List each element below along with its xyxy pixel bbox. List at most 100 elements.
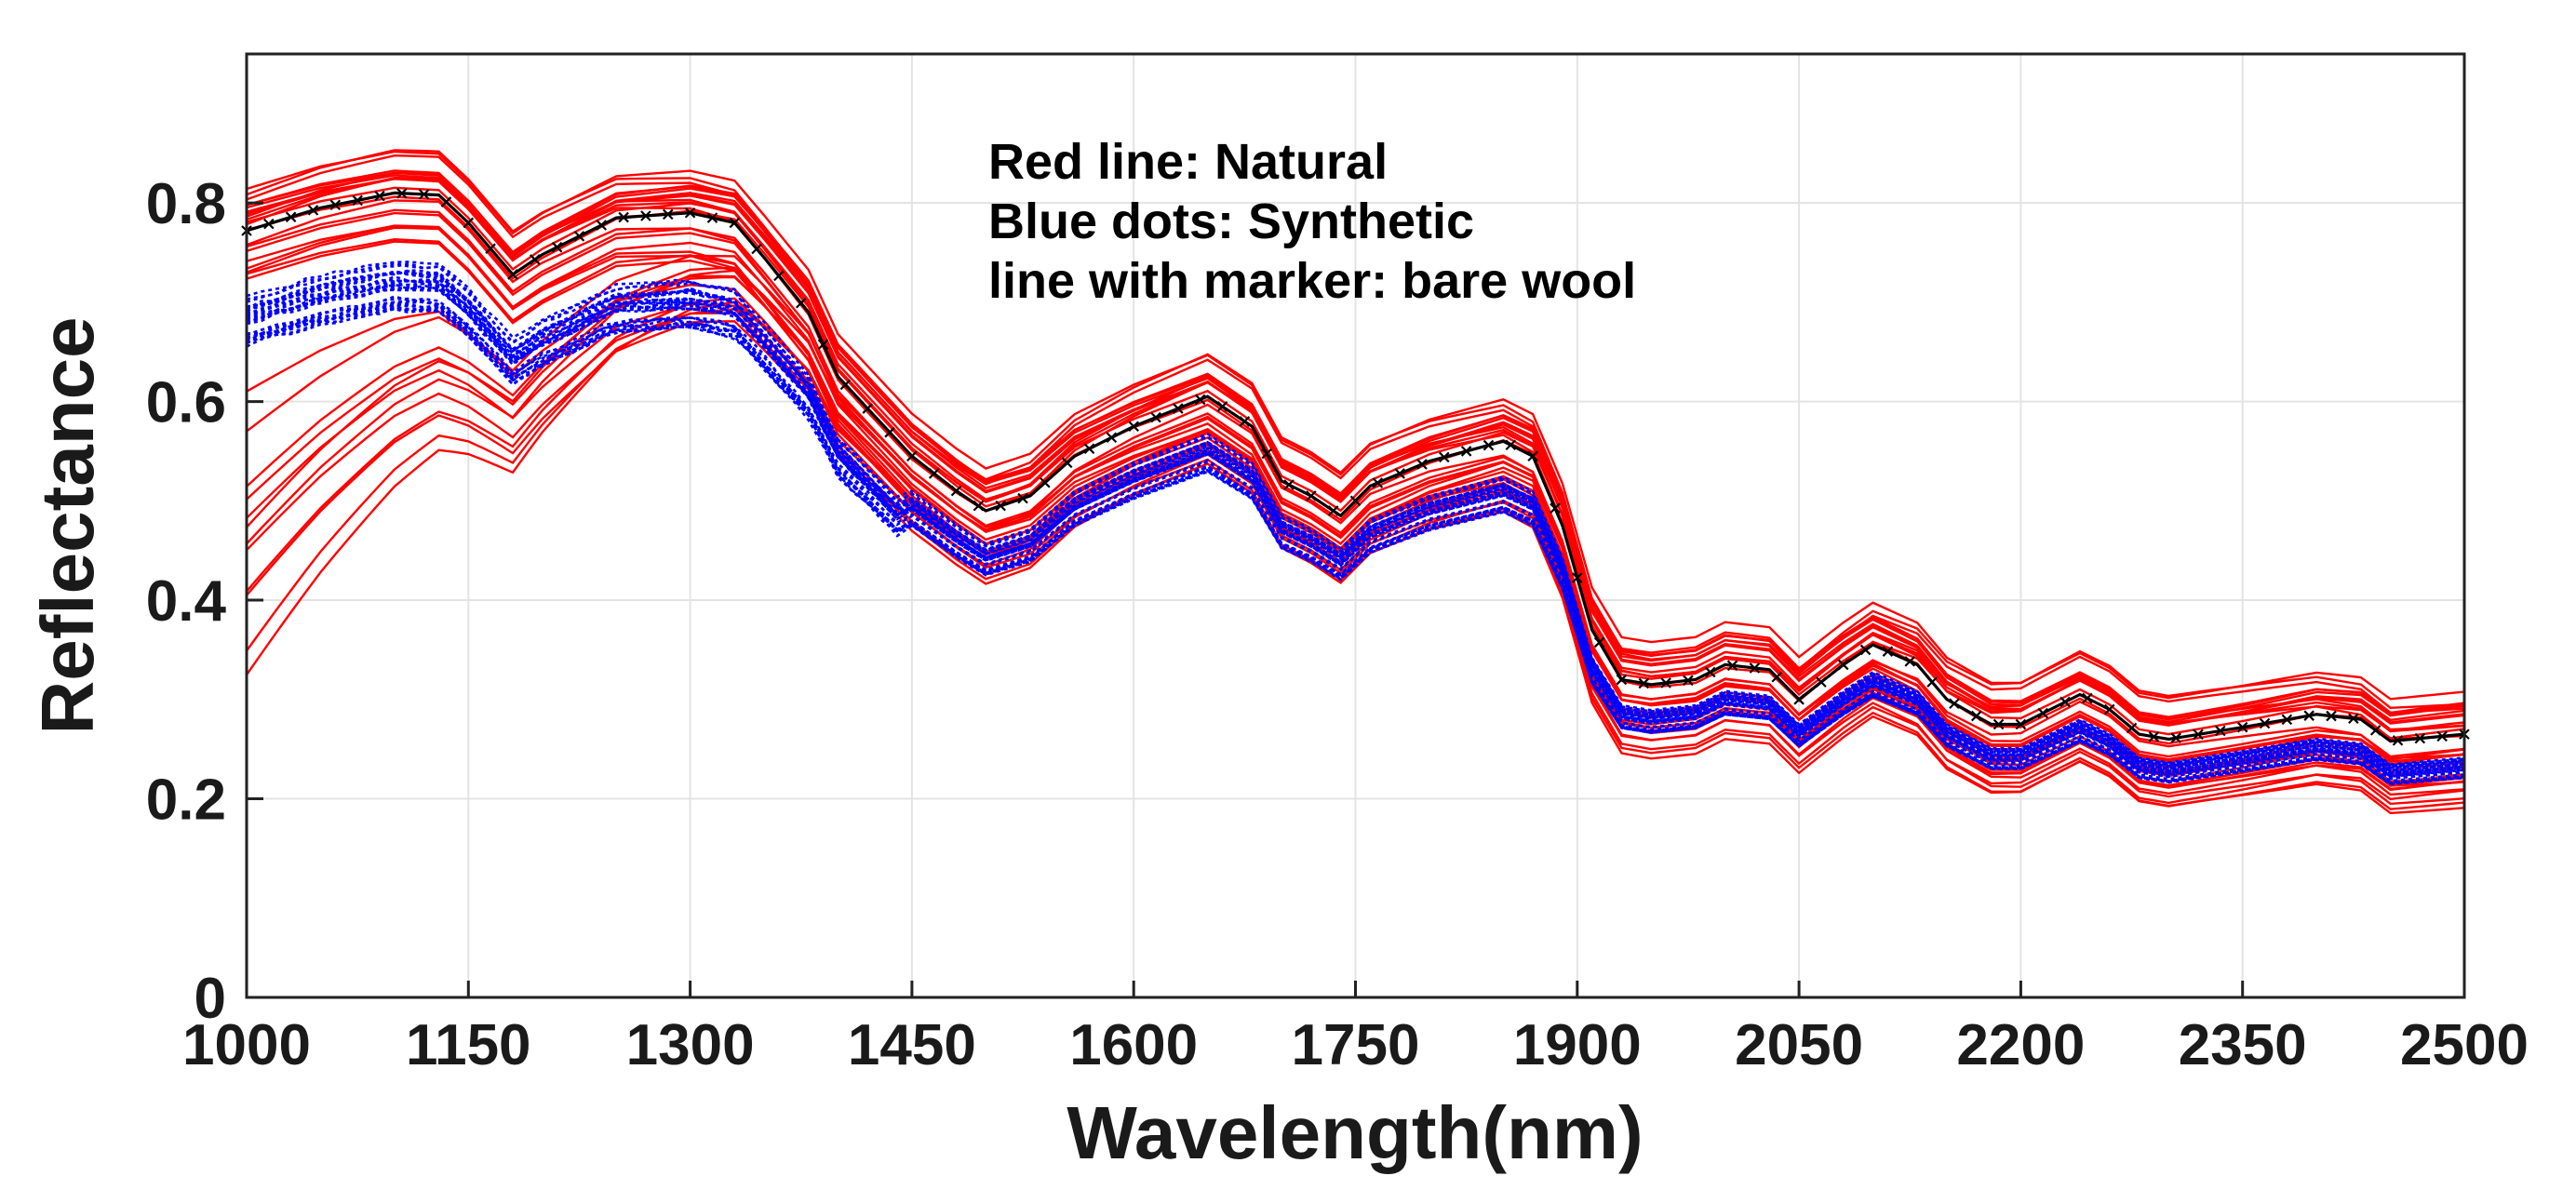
bare-wool-marker [1992, 718, 2005, 730]
bare-wool-marker [2103, 703, 2115, 715]
bare-wool-marker [950, 485, 962, 497]
bare-wool-marker [1572, 572, 1583, 583]
bare-wool-marker [1683, 675, 1694, 687]
bare-wool-marker [1394, 468, 1405, 479]
x-tick-label: 2350 [2179, 1013, 2307, 1077]
bare-wool-marker [2281, 714, 2293, 726]
natural-curve [246, 154, 2465, 715]
bare-wool-marker [440, 196, 452, 207]
bare-wool-marker [928, 468, 940, 479]
bare-wool-marker [839, 379, 852, 391]
synthetic-curves [246, 261, 2465, 786]
bare-wool-marker [1017, 492, 1028, 504]
bare-wool-marker [1949, 698, 1960, 710]
bare-wool-marker [618, 211, 629, 223]
bare-wool-marker [2082, 692, 2093, 704]
x-tick-label: 1450 [848, 1013, 976, 1077]
bare-wool-marker [817, 339, 829, 350]
bare-wool-marker [396, 188, 408, 199]
bare-wool-marker [1749, 662, 1761, 674]
bare-wool-marker [1970, 710, 1982, 722]
bare-wool-marker [2369, 725, 2381, 736]
bare-wool-marker [1194, 394, 1206, 406]
bare-wool-marker [2392, 735, 2404, 746]
bare-wool-marker [530, 254, 541, 265]
bare-wool-marker [1816, 676, 1827, 688]
bare-wool-marker [1460, 446, 1472, 457]
synthetic-curve [246, 307, 2465, 785]
x-tick-label: 1300 [626, 1013, 755, 1077]
bare-wool-marker [2148, 731, 2160, 742]
natural-curve [246, 320, 2465, 815]
synthetic-curve [246, 271, 2465, 769]
natural-curve [246, 186, 2465, 736]
bare-wool-marker [2015, 718, 2027, 730]
bare-wool-marker [1173, 403, 1184, 414]
synthetic-curve [246, 282, 2465, 776]
x-tick-label: 1750 [1292, 1013, 1420, 1077]
bare-wool-marker [684, 207, 696, 219]
y-tick-label: 0.2 [146, 769, 226, 833]
synthetic-curve [246, 295, 2465, 774]
x-tick-label: 1150 [406, 1013, 531, 1077]
bare-wool-marker [1904, 656, 1916, 667]
bare-wool-marker [1150, 411, 1161, 423]
bare-wool-marker [1859, 644, 1872, 656]
bare-wool-marker [795, 297, 807, 309]
natural-curve [246, 266, 2465, 764]
bare-wool-marker [1372, 477, 1384, 488]
bare-wool-marker [1061, 457, 1073, 469]
bare-wool-marker [2170, 732, 2181, 743]
x-tick-label: 1900 [1513, 1013, 1642, 1077]
bare-wool-marker [973, 500, 985, 512]
bare-wool-marker [463, 217, 475, 229]
bare-wool-marker [751, 243, 762, 255]
bare-wool-marker [2059, 696, 2071, 708]
axis-ticks: 1000 1150 1300 1450 1600 1750 1900 2050 2200 2350… [146, 172, 2529, 1077]
bare-wool-marker [374, 190, 385, 202]
bare-wool-marker [1660, 677, 1671, 688]
y-tick-label: 0.8 [146, 172, 226, 236]
bare-wool-marker [2436, 730, 2448, 742]
bare-wool-marker [995, 500, 1006, 512]
bare-wool-marker [1616, 674, 1628, 686]
x-tick-label: 1000 [182, 1013, 311, 1077]
bare-wool-marker [706, 212, 718, 223]
bare-wool-marker [418, 189, 430, 200]
bare-wool-marker [1306, 490, 1317, 501]
bare-wool-marker [1926, 676, 1938, 688]
bare-wool-marker [640, 210, 651, 221]
bare-wool-marker [1216, 401, 1228, 412]
natural-curve [246, 199, 2465, 760]
y-axis-label: Reflectance [26, 316, 109, 734]
bare-wool-marker [1261, 448, 1272, 460]
bare-wool-marker [1327, 505, 1339, 516]
synthetic-curve [246, 303, 2465, 781]
bare-wool-marker [1638, 677, 1650, 689]
bare-wool-marker [1726, 660, 1738, 672]
bare-wool-marker [1527, 450, 1538, 462]
bare-wool-marker [884, 426, 895, 438]
bare-wool-marker [662, 208, 674, 221]
bare-wool-marker [596, 220, 608, 231]
natural-curve [246, 302, 2465, 806]
legend-bare-wool: line with marker: bare wool [988, 253, 1636, 309]
bare-wool-marker [1128, 421, 1139, 433]
bare-wool-marker [485, 243, 496, 254]
bare-wool-marker [1083, 443, 1095, 455]
bare-wool-marker [1505, 439, 1517, 451]
bare-wool-series [241, 188, 2470, 746]
bare-wool-marker [2193, 728, 2204, 741]
legend-synthetic: Blue dots: Synthetic [988, 194, 1474, 249]
bare-wool-marker [773, 270, 785, 282]
synthetic-curve [246, 262, 2465, 768]
natural-curve [246, 150, 2465, 701]
natural-curve [246, 211, 2465, 763]
bare-wool-marker [2303, 710, 2314, 721]
bare-wool-marker [1239, 416, 1251, 427]
bare-wool-marker [573, 231, 585, 242]
x-axis-label: Wavelength(nm) [1067, 1091, 1643, 1174]
bare-wool-marker [263, 218, 275, 230]
synthetic-curve [246, 279, 2465, 769]
